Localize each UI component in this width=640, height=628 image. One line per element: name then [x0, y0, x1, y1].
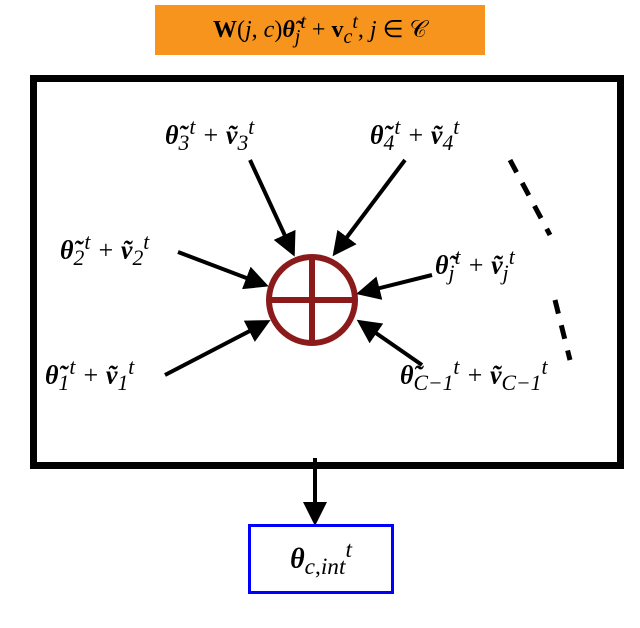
label-thetaj: θ̃jt + ṽjt [435, 245, 515, 286]
label-thetaC: θ̃C−1t + ṽC−1t [400, 355, 547, 396]
label-theta1: θ̃1t + ṽ1t [45, 355, 134, 396]
output-formula-text: θc,intt [290, 537, 352, 581]
output-box: θc,intt [248, 524, 394, 594]
orange-formula-box: W(j, c)θ̃jt + vct, j ∈ 𝒞 [155, 5, 485, 55]
diagram-canvas: W(j, c)θ̃jt + vct, j ∈ 𝒞 θ̃1t + ṽ1t θ̃2t … [0, 0, 640, 628]
label-theta3: θ̃3t + ṽ3t [165, 115, 254, 156]
sum-node-vline [309, 260, 315, 340]
label-theta2: θ̃2t + ṽ2t [60, 230, 149, 271]
orange-formula-text: W(j, c)θ̃jt + vct, j ∈ 𝒞 [213, 11, 427, 49]
sum-node [266, 254, 358, 346]
label-theta4: θ̃4t + ṽ4t [370, 115, 459, 156]
